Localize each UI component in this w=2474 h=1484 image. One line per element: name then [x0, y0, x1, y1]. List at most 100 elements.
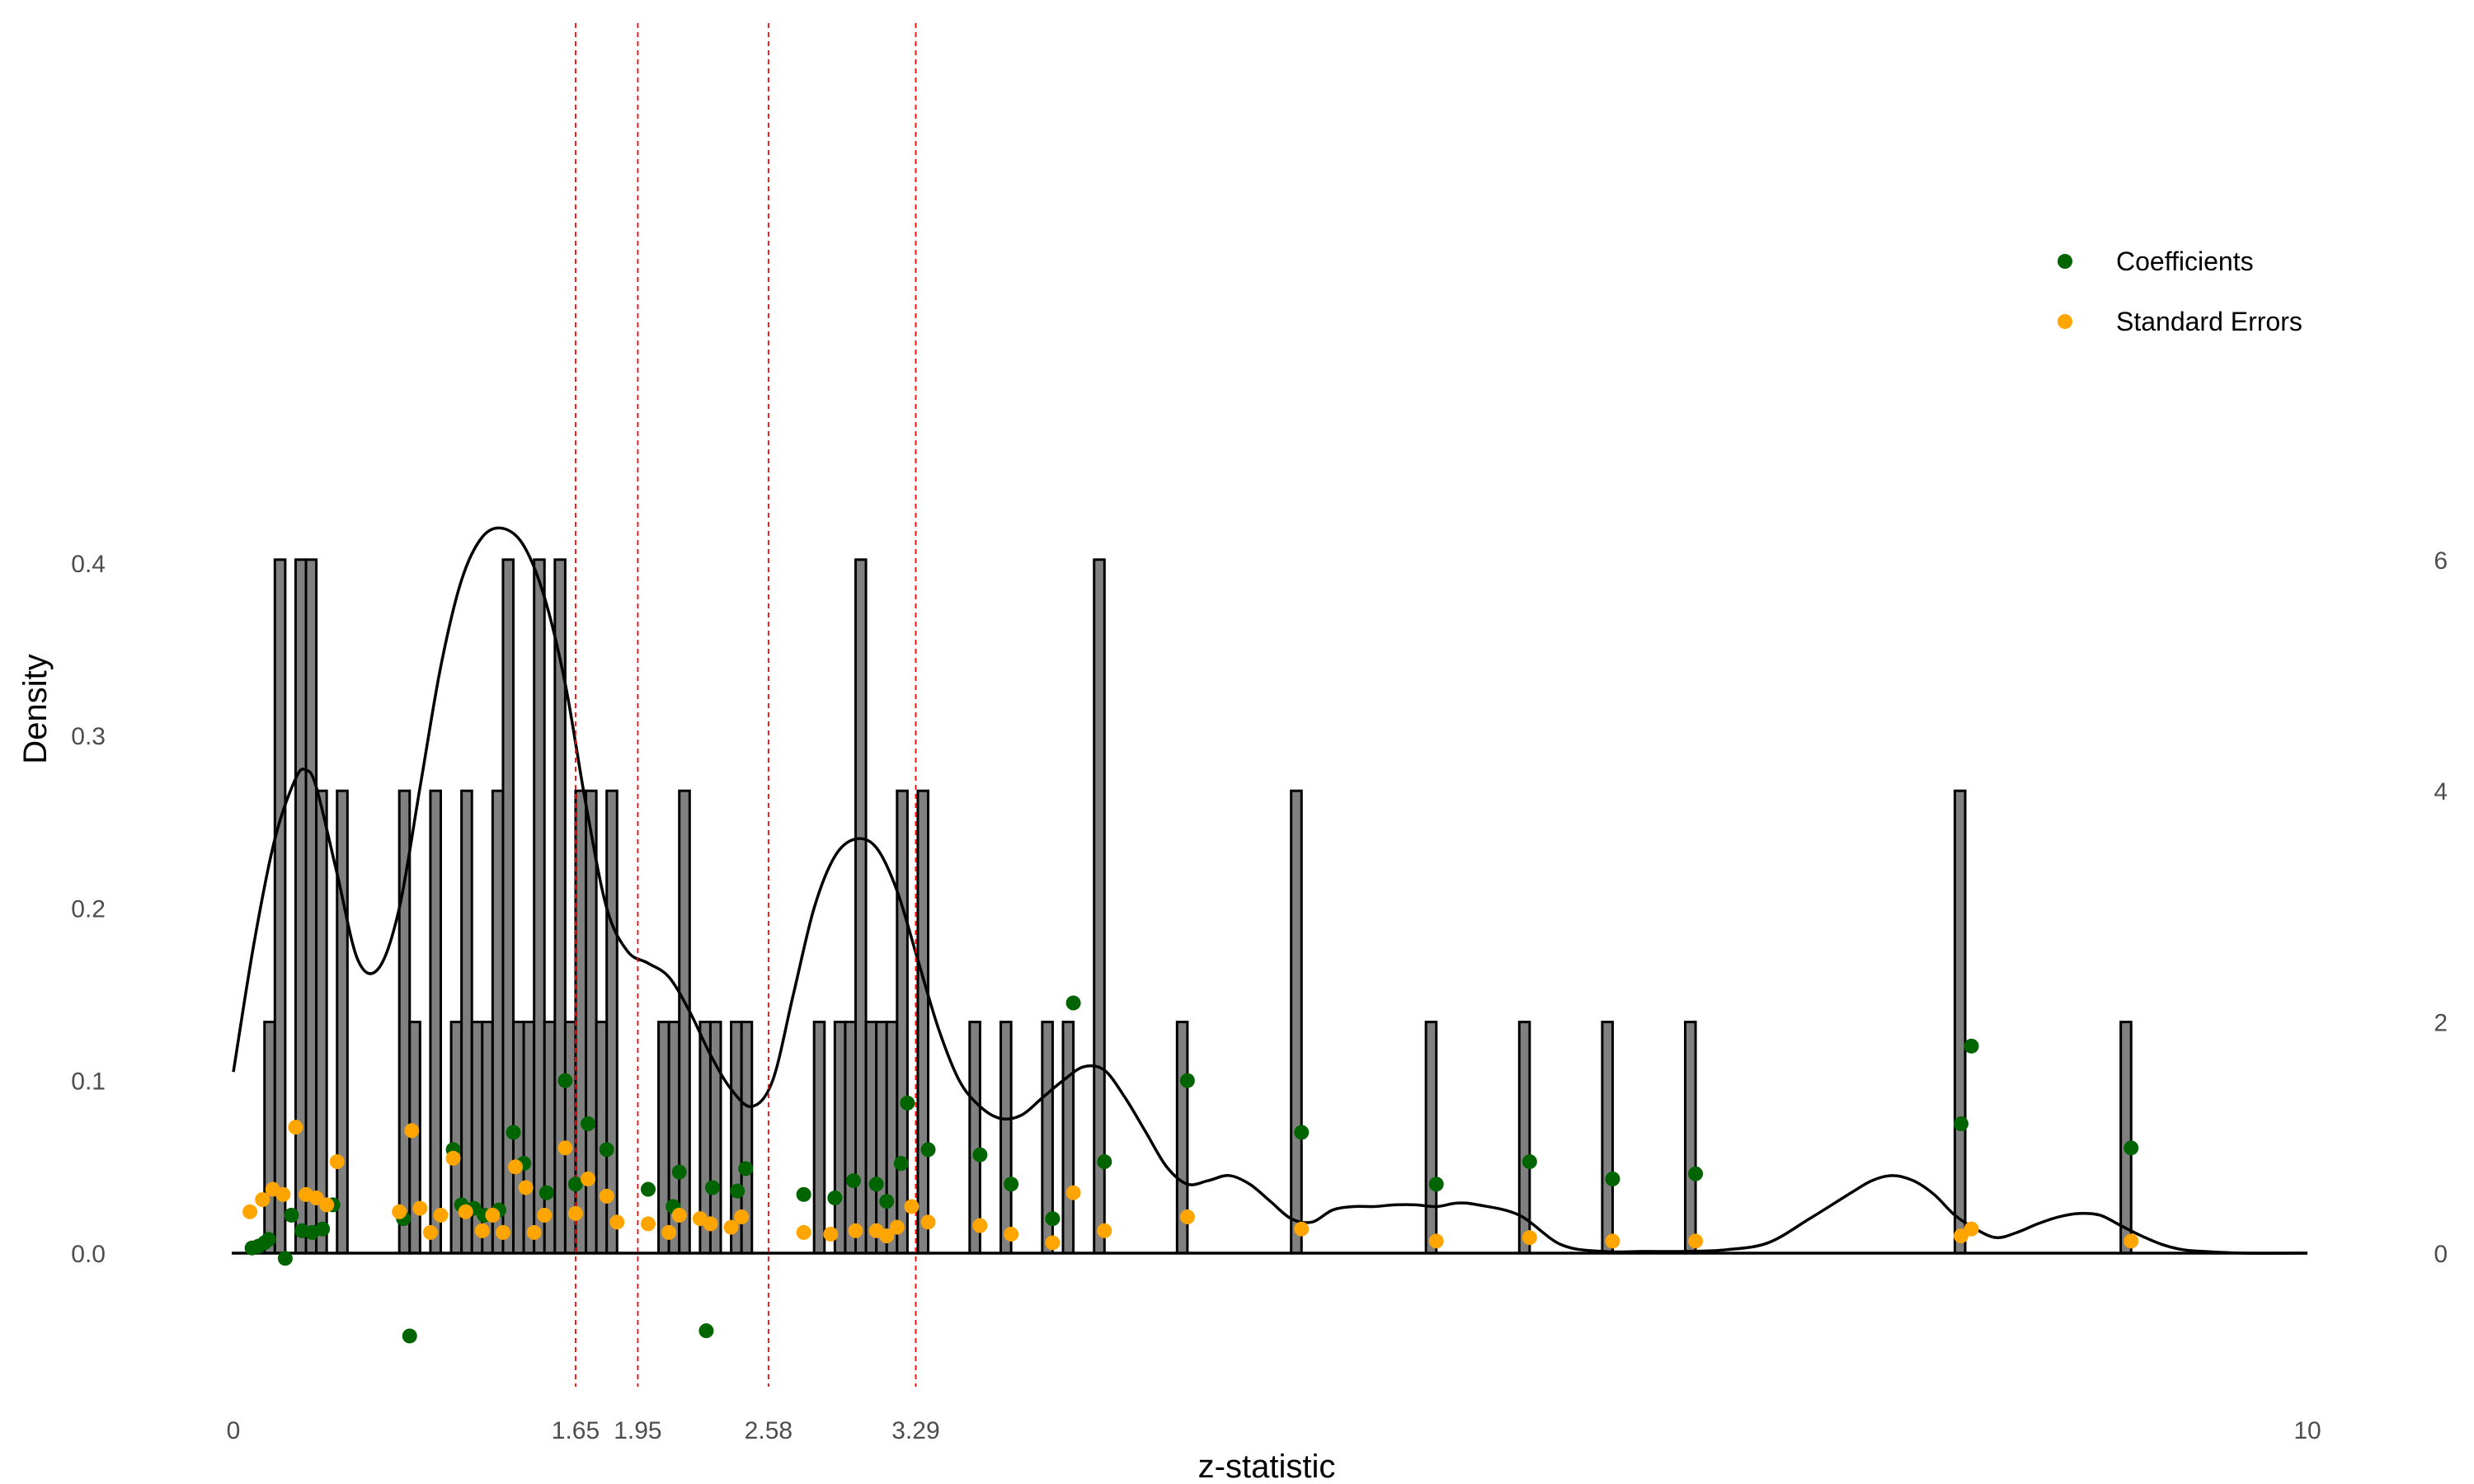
x-tick-label: 10: [2293, 1417, 2321, 1444]
legend: Coefficients Standard Errors: [2058, 247, 2302, 336]
x-tick-label: 0: [227, 1417, 241, 1444]
histogram-bar: [605, 789, 618, 1255]
coefficients-point: [796, 1186, 811, 1202]
histogram-bar: [916, 789, 930, 1255]
threshold-tick-label: 3.29: [891, 1417, 939, 1444]
histogram-bar: [460, 789, 473, 1255]
density-curve: [232, 526, 2308, 1255]
standard-errors-point: [581, 1172, 596, 1187]
histogram-bar: [875, 1021, 888, 1255]
standard-errors-point: [275, 1186, 291, 1202]
standard-errors-point: [599, 1188, 614, 1204]
histogram-bar: [1093, 558, 1106, 1255]
standard-errors-point: [703, 1216, 718, 1232]
standard-errors-point: [920, 1214, 936, 1230]
standard-errors-point: [796, 1224, 811, 1240]
standard-errors-point: [567, 1205, 583, 1221]
standard-errors-point: [889, 1219, 905, 1235]
histogram-bar: [501, 558, 515, 1255]
standard-errors-point: [433, 1207, 449, 1223]
axis-ticks: 0.0 0.1 0.2 0.3 0.4 0 2 4 6 0 10 1.65 1.95 2.58 3.29: [71, 547, 2448, 1444]
standard-errors-point: [255, 1192, 270, 1208]
histogram-bar: [336, 789, 349, 1255]
y-tick-label-left: 0.0: [71, 1241, 106, 1268]
histogram-bar: [844, 1021, 858, 1255]
coefficients-point: [557, 1073, 573, 1088]
coefficients-point: [698, 1323, 714, 1339]
coefficients-point: [539, 1185, 554, 1200]
standard-errors-point: [1428, 1233, 1444, 1249]
standard-errors-point: [1294, 1221, 1310, 1237]
coefficients-point: [893, 1156, 909, 1172]
histogram-bar: [1953, 789, 1967, 1255]
y-tick-label-right: 0: [2434, 1241, 2448, 1268]
standard-errors-point: [1964, 1221, 1979, 1237]
histogram-bar: [522, 1021, 536, 1255]
standard-errors-point: [485, 1207, 501, 1223]
standard-errors-point: [641, 1216, 656, 1232]
coefficients-point: [641, 1181, 656, 1197]
histogram-bar: [294, 558, 308, 1255]
standard-errors-point: [734, 1209, 750, 1225]
coefficients-point: [1294, 1125, 1310, 1140]
coefficients-point: [671, 1164, 687, 1180]
coefficients-point: [1605, 1172, 1620, 1187]
histogram-bar: [429, 789, 442, 1255]
coefficients-point: [920, 1142, 936, 1158]
histogram-bar: [896, 789, 909, 1255]
standard-errors-point: [2124, 1233, 2139, 1249]
standard-errors-point: [392, 1204, 407, 1219]
histogram-bar: [595, 1021, 609, 1255]
coefficients-point: [827, 1190, 843, 1206]
standard-errors-point: [823, 1226, 839, 1242]
coefficients-point: [845, 1173, 861, 1189]
histogram-bar: [315, 789, 328, 1255]
coefficients-point: [277, 1251, 293, 1266]
coefficients-point: [567, 1176, 583, 1192]
histogram-bar: [812, 1021, 826, 1255]
y-tick-label-left: 0.4: [71, 551, 106, 578]
y-tick-label-left: 0.1: [71, 1068, 106, 1096]
histogram-bar: [864, 1021, 878, 1255]
standard-errors-point: [474, 1223, 490, 1238]
histogram-bar: [1601, 1021, 1614, 1255]
standard-errors-point: [518, 1180, 534, 1195]
histogram-bar: [273, 558, 287, 1255]
coefficients-point: [2124, 1140, 2139, 1156]
histogram-bar: [1290, 789, 1303, 1255]
coefficients-point: [879, 1194, 895, 1209]
standard-errors-point: [1045, 1235, 1061, 1251]
coefficients-point: [1097, 1154, 1112, 1170]
standard-errors-point: [458, 1204, 473, 1219]
standard-errors-point: [445, 1150, 461, 1166]
coefficients-point: [261, 1232, 276, 1247]
coefficients-point: [704, 1180, 720, 1195]
standard-errors-point: [609, 1214, 625, 1230]
legend-label-coefficients: Coefficients: [2116, 247, 2254, 276]
standard-errors-point: [508, 1159, 524, 1175]
coefficients-point: [738, 1161, 754, 1176]
standard-errors-point: [661, 1224, 677, 1240]
coefficients-point: [284, 1207, 299, 1223]
coefficients-point: [868, 1176, 884, 1192]
histogram-bar: [854, 558, 868, 1255]
coefficients-point: [402, 1328, 417, 1344]
histogram-bar: [533, 558, 546, 1255]
standard-errors-point: [557, 1140, 573, 1156]
legend-label-standard-errors: Standard Errors: [2116, 307, 2302, 336]
y-tick-label-right: 2: [2434, 1010, 2448, 1037]
threshold-lines: [575, 23, 917, 1387]
coefficients-point: [1004, 1176, 1019, 1192]
threshold-tick-label: 2.58: [745, 1417, 793, 1444]
histogram-bar: [999, 1021, 1013, 1255]
coefficients-point: [1428, 1176, 1444, 1192]
coefficients-point: [1065, 995, 1081, 1011]
coefficients-point: [581, 1116, 596, 1132]
coefficients-point: [599, 1142, 614, 1158]
histogram-bar: [1061, 1021, 1075, 1255]
coefficients-point: [972, 1147, 988, 1162]
scatter-points: [242, 995, 2139, 1344]
standard-errors-point: [422, 1224, 438, 1240]
coefficients-point: [900, 1095, 915, 1111]
histogram-bar: [1424, 1021, 1438, 1255]
